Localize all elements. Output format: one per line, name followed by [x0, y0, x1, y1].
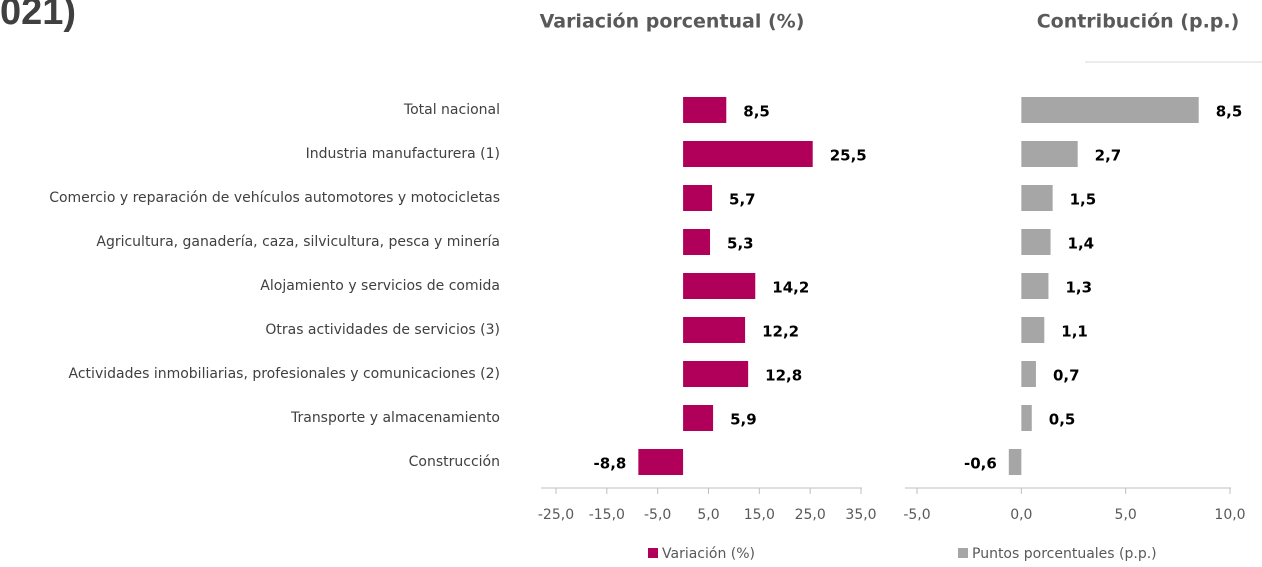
chart-title: Variación porcentual (%)	[540, 11, 805, 33]
x-tick-label: 5,0	[1115, 507, 1137, 523]
legend-swatch	[648, 548, 658, 558]
value-label: 1,5	[1070, 191, 1097, 209]
bar	[683, 405, 714, 431]
value-label: 0,7	[1053, 367, 1080, 385]
category-label: Construcción	[409, 454, 500, 470]
x-tick-label: 35,0	[845, 507, 876, 523]
bar	[1021, 273, 1049, 299]
chart-title: Contribución (p.p.)	[1037, 11, 1240, 33]
category-label: Alojamiento y servicios de comida	[260, 278, 500, 294]
legend-label: Variación (%)	[662, 546, 755, 562]
bar	[683, 361, 749, 387]
bar	[683, 317, 746, 343]
x-tick-label: 25,0	[795, 507, 826, 523]
bar	[1021, 141, 1078, 167]
value-label: 14,2	[772, 279, 809, 297]
value-label: 1,3	[1065, 279, 1092, 297]
value-label: 25,5	[830, 147, 867, 165]
bar	[683, 97, 727, 123]
bar	[683, 185, 713, 211]
value-label: 1,4	[1068, 235, 1095, 253]
category-label: Agricultura, ganadería, caza, silvicultu…	[96, 234, 500, 250]
title-fragment: 021)	[0, 0, 76, 33]
x-tick-label: 5,0	[697, 507, 719, 523]
value-label: 2,7	[1095, 147, 1122, 165]
bar	[1021, 229, 1051, 255]
value-label: 0,5	[1049, 411, 1076, 429]
bar	[683, 141, 813, 167]
bar	[1008, 449, 1022, 475]
value-label: 5,9	[730, 411, 757, 429]
value-label: 8,5	[743, 103, 770, 121]
value-label: 8,5	[1216, 103, 1243, 121]
value-label: -0,6	[964, 455, 997, 473]
bar	[1021, 361, 1036, 387]
bar	[1021, 405, 1032, 431]
value-label: 12,2	[762, 323, 799, 341]
x-tick-label: -5,0	[903, 507, 930, 523]
value-label: 5,7	[729, 191, 756, 209]
x-tick-label: -5,0	[644, 507, 671, 523]
bar	[1021, 97, 1199, 123]
x-tick-label: -15,0	[589, 507, 625, 523]
value-label: 1,1	[1061, 323, 1088, 341]
value-label: 12,8	[765, 367, 802, 385]
category-label: Total nacional	[403, 102, 500, 118]
value-label: -8,8	[594, 455, 627, 473]
category-label: Actividades inmobiliarias, profesionales…	[69, 366, 500, 382]
bar	[1021, 317, 1045, 343]
category-label: Comercio y reparación de vehículos autom…	[49, 190, 500, 206]
bar	[1021, 185, 1053, 211]
bar	[683, 273, 756, 299]
category-label: Otras actividades de servicios (3)	[265, 322, 500, 338]
category-label: Transporte y almacenamiento	[290, 410, 500, 426]
x-tick-label: 10,0	[1214, 507, 1245, 523]
legend-label: Puntos porcentuales (p.p.)	[972, 546, 1157, 562]
x-tick-label: 15,0	[744, 507, 775, 523]
x-tick-label: 0,0	[1010, 507, 1032, 523]
legend-swatch	[958, 548, 968, 558]
value-label: 5,3	[727, 235, 754, 253]
bar	[683, 229, 711, 255]
x-tick-label: -25,0	[538, 507, 574, 523]
category-label: Industria manufacturera (1)	[306, 146, 500, 162]
bar	[638, 449, 684, 475]
